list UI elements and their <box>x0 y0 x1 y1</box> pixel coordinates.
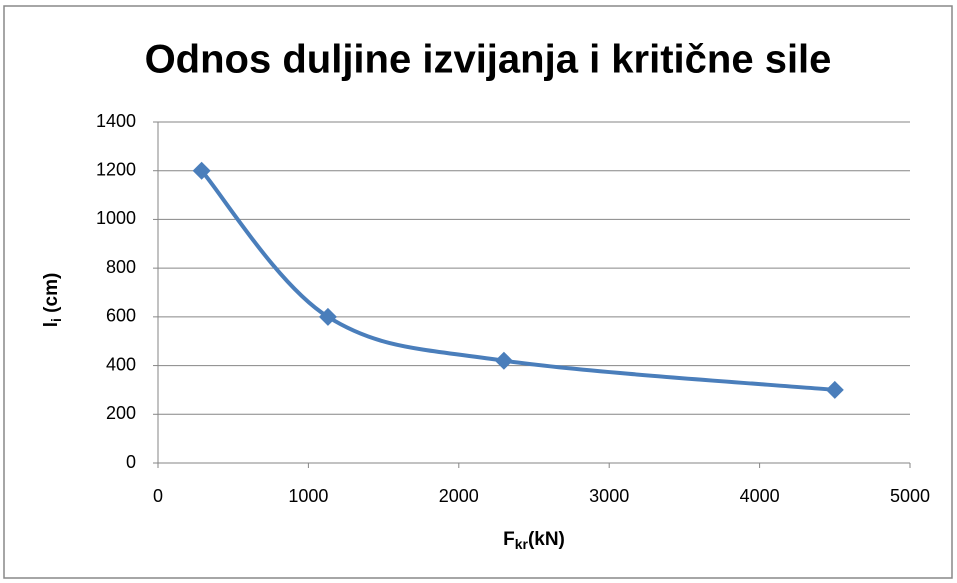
x-tick-label: 0 <box>153 486 163 506</box>
y-axis-label: li (cm) <box>41 273 64 328</box>
x-tick-label: 3000 <box>589 486 629 506</box>
y-label-rest: (cm) <box>41 273 62 318</box>
y-tick-label: 600 <box>106 306 136 326</box>
chart-frame <box>3 5 953 579</box>
x-label-sub: kr <box>515 536 529 552</box>
y-tick-label: 0 <box>126 452 136 472</box>
y-tick-label: 800 <box>106 257 136 277</box>
y-label-main: l <box>41 322 62 327</box>
x-axis-label: Fkr(kN) <box>503 529 565 552</box>
x-tick-label: 5000 <box>890 486 930 506</box>
marker <box>192 161 211 180</box>
x-tick-label: 2000 <box>439 486 479 506</box>
marker <box>825 380 844 399</box>
chart-title: Odnos duljine izvijanja i kritične sile <box>145 38 832 82</box>
series-line <box>199 168 837 392</box>
y-tick-label: 1400 <box>96 111 136 131</box>
y-label-sub: i <box>48 318 64 322</box>
x-label-rest: (kN) <box>528 529 565 550</box>
x-label-main: F <box>503 529 515 550</box>
y-tick-label: 400 <box>106 354 136 374</box>
y-tick-label: 200 <box>106 403 136 423</box>
x-tick-label: 1000 <box>288 486 328 506</box>
x-tick-label: 4000 <box>740 486 780 506</box>
marker <box>318 307 337 326</box>
marker <box>494 351 513 370</box>
y-tick-label: 1200 <box>96 159 136 179</box>
y-tick-label: 1000 <box>96 208 136 228</box>
